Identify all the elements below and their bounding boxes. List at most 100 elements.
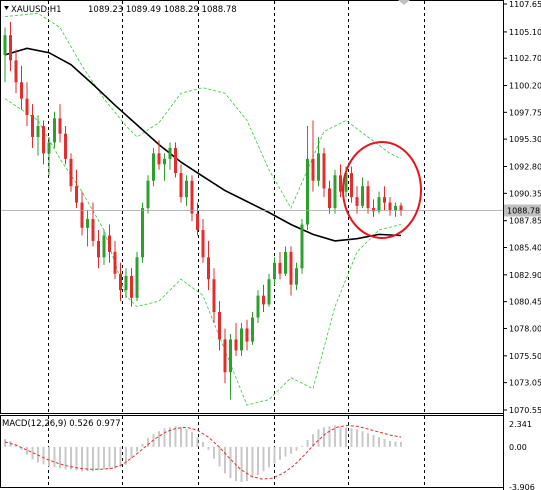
macd-axis-label: 0.00 (509, 443, 527, 452)
candle[interactable] (350, 166, 353, 203)
candle[interactable] (42, 120, 45, 165)
candle[interactable] (366, 180, 370, 214)
price-axis-label: 1078.00 (509, 324, 541, 333)
candle[interactable] (102, 229, 106, 265)
candle[interactable] (108, 224, 111, 263)
candle[interactable] (86, 210, 89, 247)
candle-body (256, 295, 260, 318)
candle[interactable] (97, 229, 100, 269)
candle-body (229, 339, 232, 373)
candle[interactable] (157, 140, 161, 170)
candle[interactable] (53, 111, 56, 148)
candle-body (207, 257, 210, 280)
candle[interactable] (141, 202, 144, 263)
candle[interactable] (174, 142, 177, 178)
candle[interactable] (251, 312, 254, 345)
chart-shift-icon[interactable] (398, 0, 410, 5)
candle[interactable] (75, 169, 78, 209)
candle[interactable] (218, 301, 221, 351)
candle[interactable] (322, 147, 326, 198)
candle[interactable] (113, 240, 117, 280)
candle[interactable] (273, 257, 276, 285)
price-axis-label: 1092.80 (509, 163, 541, 172)
candle[interactable] (399, 202, 403, 216)
candle-body (130, 275, 133, 298)
candle[interactable] (284, 246, 287, 276)
candle[interactable] (58, 104, 62, 143)
candle[interactable] (229, 333, 232, 400)
candle[interactable] (20, 65, 23, 110)
candle[interactable] (25, 82, 29, 127)
price-axis-label: 1087.85 (509, 217, 541, 226)
candle[interactable] (119, 262, 122, 302)
candle[interactable] (372, 199, 375, 217)
candle[interactable] (31, 104, 34, 148)
candle[interactable] (64, 126, 67, 165)
candle[interactable] (196, 202, 199, 236)
candle[interactable] (388, 197, 392, 216)
candle[interactable] (355, 186, 359, 214)
candles[interactable] (3, 22, 403, 400)
candle[interactable] (9, 22, 12, 72)
candle[interactable] (163, 153, 166, 181)
candle-body (399, 205, 403, 211)
candle[interactable] (3, 27, 7, 83)
candle[interactable] (190, 175, 194, 222)
candle-body (157, 153, 161, 165)
candle[interactable] (328, 180, 331, 214)
candle[interactable] (333, 169, 337, 214)
candle[interactable] (339, 164, 342, 198)
candle[interactable] (267, 273, 271, 307)
candle[interactable] (36, 115, 40, 156)
candle-body (97, 240, 100, 258)
candle[interactable] (124, 268, 128, 298)
candle[interactable] (69, 153, 73, 192)
candle-body (146, 180, 150, 209)
candle[interactable] (179, 164, 183, 203)
candle[interactable] (383, 186, 386, 211)
candle[interactable] (394, 202, 397, 217)
candle[interactable] (300, 219, 304, 274)
candle-body (344, 173, 348, 192)
candle-body (42, 126, 45, 154)
candle[interactable] (185, 175, 188, 206)
candle[interactable] (289, 246, 293, 296)
candle-body (86, 219, 89, 228)
candle[interactable] (223, 328, 227, 384)
price-axis-label: 1090.35 (509, 189, 541, 198)
candle[interactable] (240, 323, 243, 356)
candle[interactable] (212, 268, 216, 323)
candle[interactable] (278, 251, 282, 280)
candle[interactable] (311, 120, 315, 192)
candle[interactable] (152, 147, 155, 187)
candle[interactable] (295, 262, 298, 291)
candle[interactable] (91, 202, 95, 247)
candle[interactable] (377, 191, 381, 214)
candle[interactable] (47, 136, 51, 176)
dropdown-arrow-icon[interactable] (4, 6, 9, 10)
candle[interactable] (245, 319, 249, 351)
candle[interactable] (130, 268, 133, 307)
candle[interactable] (317, 136, 320, 187)
candle[interactable] (234, 323, 238, 356)
candle[interactable] (168, 142, 172, 170)
highlight-circle (342, 141, 422, 239)
candle[interactable] (361, 177, 364, 209)
symbol-label: XAUUSD,H1 (11, 5, 62, 15)
candle-body (91, 219, 95, 241)
candle[interactable] (256, 290, 260, 323)
candle[interactable] (80, 191, 84, 236)
candle[interactable] (262, 284, 265, 313)
candle[interactable] (14, 49, 18, 94)
candle[interactable] (135, 251, 139, 302)
candle-body (135, 257, 139, 298)
candle[interactable] (207, 240, 210, 291)
candle-body (108, 235, 111, 252)
price-axis-label: 1105.10 (509, 28, 541, 37)
candle[interactable] (146, 175, 150, 214)
candle[interactable] (201, 219, 205, 263)
main-chart-area[interactable] (0, 0, 504, 414)
candle[interactable] (306, 126, 309, 230)
price-axis-label: 1070.55 (509, 406, 541, 415)
